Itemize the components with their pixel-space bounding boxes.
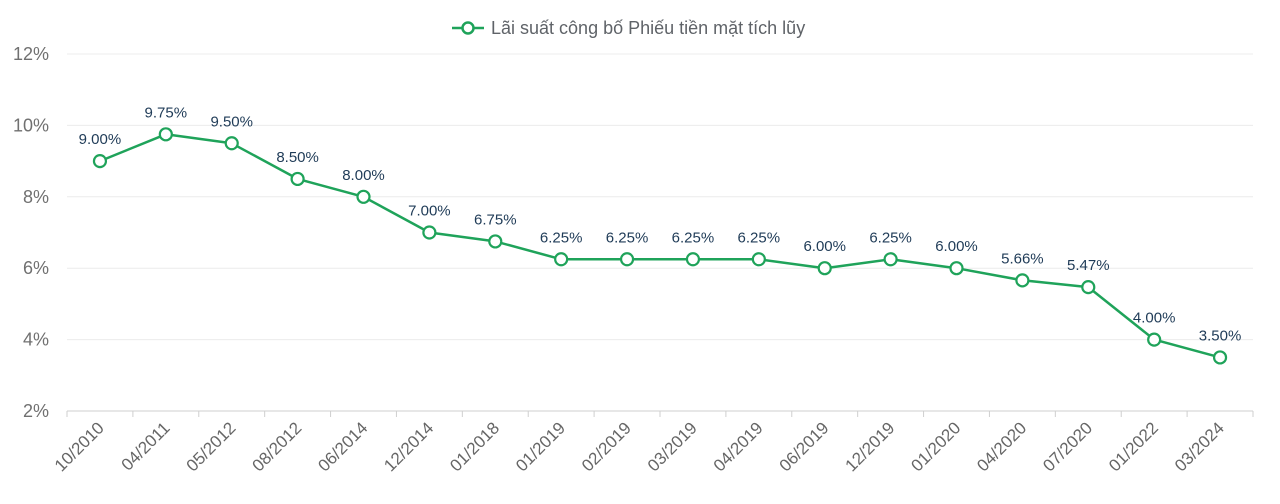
y-axis: 2% 4% 6% 8% 10% 12% (13, 44, 49, 421)
data-label: 6.25% (869, 229, 912, 246)
data-label: 4.00% (1133, 310, 1176, 327)
data-label: 6.00% (935, 238, 978, 255)
x-tick-label: 06/2014 (314, 418, 371, 475)
series-line (99, 133, 1221, 359)
y-tick-label: 8% (23, 187, 49, 207)
data-label: 7.00% (408, 203, 451, 220)
x-tick-label: 12/2014 (380, 418, 437, 475)
x-tick-label: 04/2020 (973, 418, 1030, 475)
data-label: 8.50% (276, 149, 319, 166)
data-point[interactable] (92, 154, 108, 169)
x-tick-label: 04/2019 (710, 418, 767, 475)
x-tick-label: 08/2012 (249, 418, 306, 475)
data-point[interactable] (1212, 350, 1228, 365)
data-label: 9.75% (145, 104, 188, 121)
x-tick-label: 06/2019 (776, 418, 833, 475)
data-label: 9.00% (79, 131, 122, 148)
data-point[interactable] (422, 225, 437, 240)
x-tick-label: 01/2019 (512, 418, 569, 475)
data-label: 6.25% (606, 229, 649, 246)
data-label: 8.00% (342, 167, 385, 184)
data-label: 5.66% (1001, 250, 1044, 267)
data-point[interactable] (619, 252, 635, 267)
y-tick-label: 4% (23, 330, 49, 350)
data-label: 6.25% (540, 229, 583, 246)
gridlines (67, 53, 1253, 341)
data-point[interactable] (158, 127, 173, 142)
data-label: 9.50% (210, 113, 253, 130)
legend-circle-marker (461, 21, 475, 35)
x-tick-label: 01/2020 (907, 418, 964, 475)
x-tick-label: 10/2010 (51, 418, 108, 475)
data-point[interactable] (1081, 280, 1096, 295)
data-label: 6.00% (803, 238, 846, 255)
x-tick-label: 03/2024 (1171, 418, 1228, 475)
data-point[interactable] (751, 252, 766, 267)
data-label: 6.25% (672, 229, 715, 246)
series-layer: 9.00% 9.75% 9.50% 8.50% 8.00% 7.00% 6.75% 6.25%… (79, 104, 1242, 365)
y-tick-label: 2% (23, 401, 49, 421)
x-tick-label: 04/2011 (118, 418, 174, 474)
data-point[interactable] (817, 261, 832, 276)
legend[interactable]: Lãi suất công bố Phiếu tiền mặt tích lũy (452, 18, 805, 38)
data-label: 6.25% (738, 229, 781, 246)
data-label: 6.75% (474, 211, 517, 228)
x-tick-label: 01/2022 (1105, 418, 1162, 475)
data-point[interactable] (356, 189, 371, 204)
x-tick-label: 02/2019 (578, 418, 635, 475)
data-point[interactable] (1015, 273, 1030, 288)
x-tick-label: 05/2012 (183, 418, 240, 475)
data-label: 5.47% (1067, 257, 1110, 274)
data-point[interactable] (290, 171, 305, 187)
y-tick-label: 12% (13, 44, 49, 64)
data-point[interactable] (685, 252, 701, 267)
x-tick-label: 07/2020 (1039, 418, 1096, 475)
data-point[interactable] (224, 136, 239, 151)
x-axis: 10/2010 04/2011 05/2012 08/2012 06/2014 12/20… (51, 410, 1254, 475)
data-point[interactable] (949, 261, 964, 276)
y-tick-label: 10% (13, 115, 49, 135)
x-tick-label: 12/2019 (842, 418, 899, 475)
data-point[interactable] (883, 252, 898, 267)
data-point[interactable] (488, 234, 503, 249)
data-point[interactable] (554, 252, 569, 267)
y-tick-label: 6% (23, 258, 49, 278)
data-label: 3.50% (1199, 327, 1242, 344)
x-tick-label: 03/2019 (644, 418, 701, 475)
data-point[interactable] (1147, 332, 1162, 347)
legend-entry-label: Lãi suất công bố Phiếu tiền mặt tích lũy (491, 18, 805, 38)
x-tick-label: 01/2018 (446, 418, 503, 475)
